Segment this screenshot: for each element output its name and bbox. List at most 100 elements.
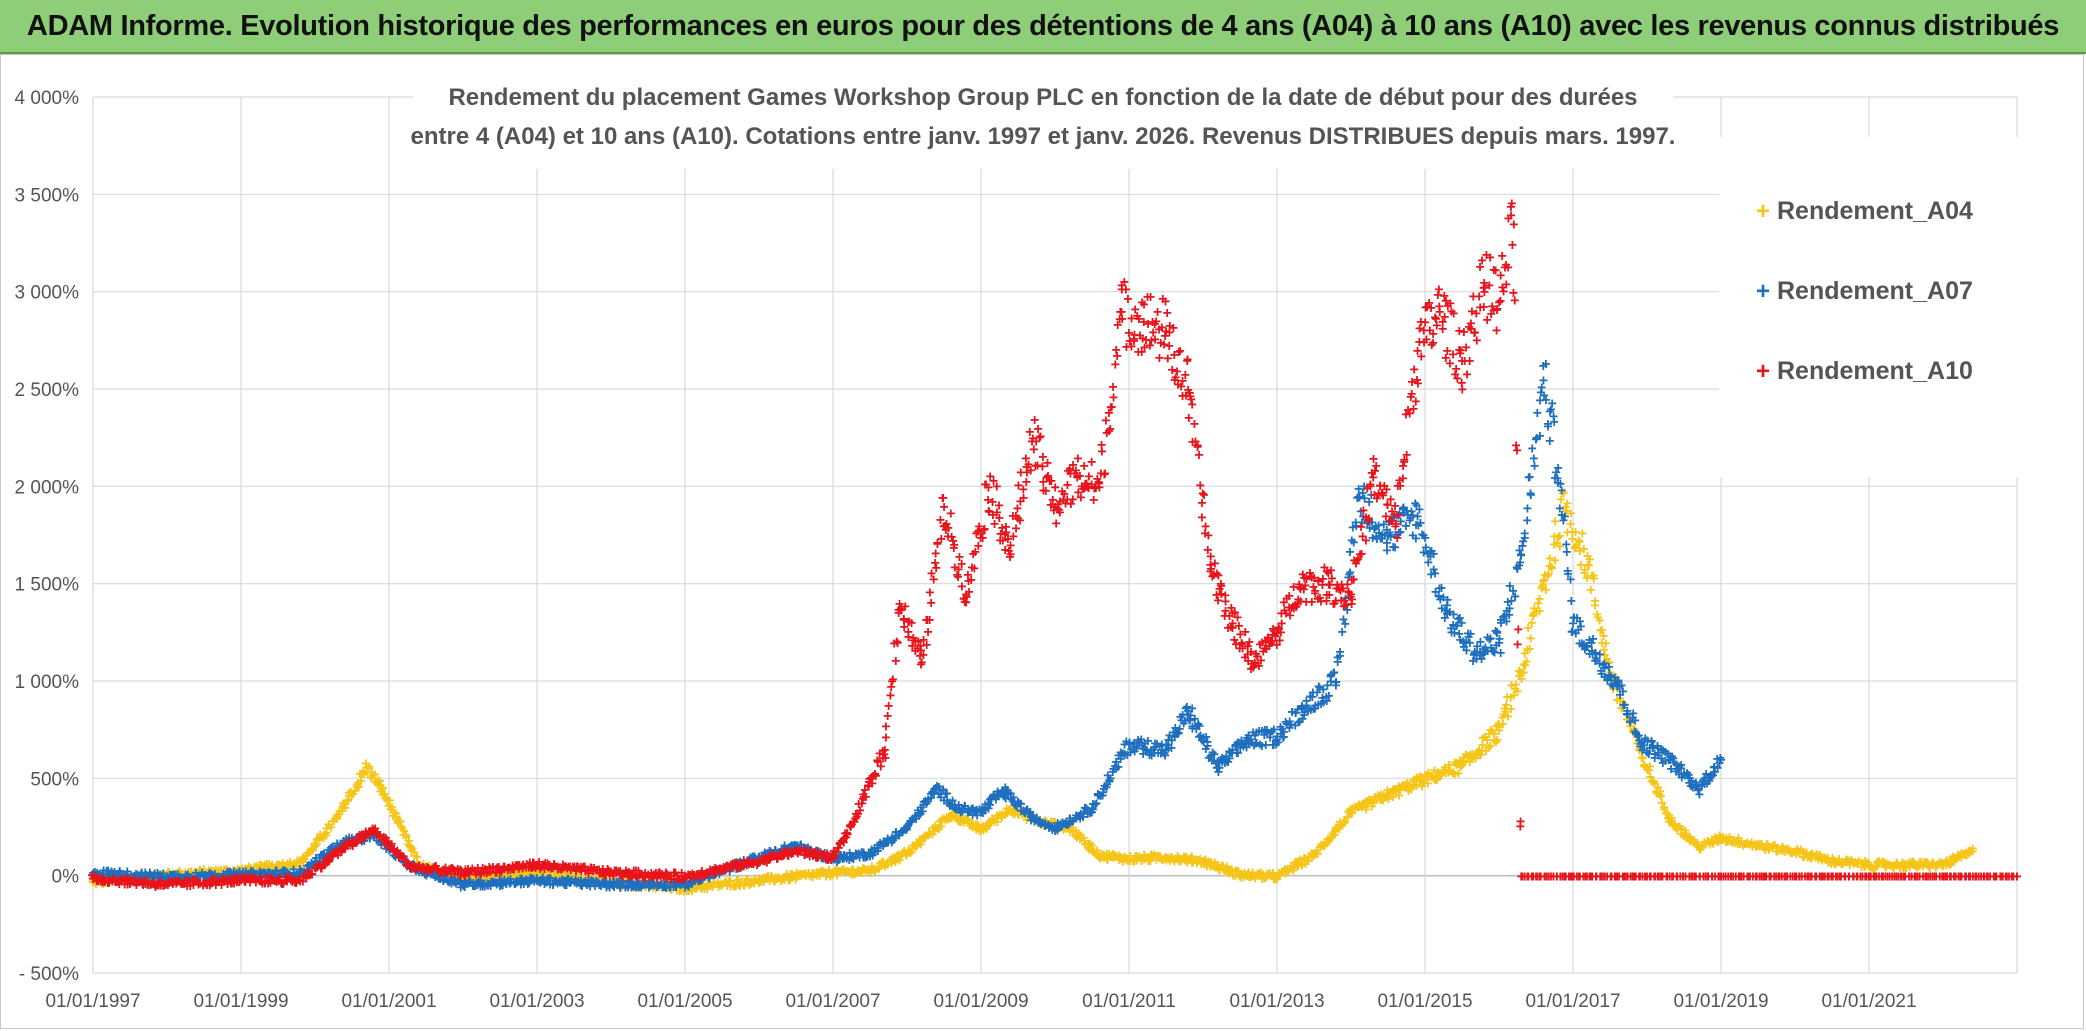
- data-point: +: [173, 865, 182, 882]
- data-point: +: [367, 765, 376, 782]
- data-point: +: [250, 859, 259, 876]
- data-point: +: [127, 869, 136, 886]
- data-point: +: [317, 829, 326, 846]
- data-point: +: [338, 795, 347, 812]
- data-point: +: [124, 869, 133, 886]
- data-point: +: [89, 874, 98, 891]
- data-point: +: [346, 784, 355, 801]
- data-point: +: [255, 859, 264, 876]
- data-point: +: [1508, 237, 1517, 254]
- data-point: +: [1753, 838, 1762, 855]
- data-point: +: [199, 861, 208, 878]
- data-point: +: [155, 866, 164, 883]
- data-point: +: [233, 861, 242, 878]
- data-point: +: [119, 873, 128, 890]
- data-point: +: [352, 777, 361, 794]
- data-point: +: [319, 830, 328, 847]
- data-point: +: [236, 862, 245, 879]
- data-point: +: [1517, 547, 1526, 564]
- data-point: +: [246, 860, 255, 877]
- data-point: +: [371, 775, 380, 792]
- data-point: +: [289, 859, 298, 876]
- data-point: +: [141, 872, 150, 889]
- data-point: +: [271, 862, 280, 879]
- data-point: +: [194, 864, 203, 881]
- data-point: +: [382, 791, 391, 808]
- data-point: +: [1522, 512, 1531, 529]
- data-point: +: [159, 866, 168, 883]
- data-point: +: [121, 873, 130, 890]
- data-point: +: [249, 862, 258, 879]
- data-point: +: [754, 873, 763, 890]
- data-point: +: [255, 859, 264, 876]
- data-point: +: [387, 799, 396, 816]
- data-point: +: [113, 871, 122, 888]
- data-point: +: [102, 871, 111, 888]
- data-point: +: [1457, 758, 1466, 775]
- data-point: +: [252, 859, 261, 876]
- data-point: +: [1510, 589, 1519, 606]
- data-point: +: [209, 864, 218, 881]
- data-point: +: [88, 873, 97, 890]
- data-point: +: [362, 760, 371, 777]
- data-point: +: [188, 868, 197, 885]
- data-point: +: [1578, 526, 1587, 543]
- data-point: +: [1124, 736, 1133, 753]
- data-point: +: [1272, 729, 1281, 746]
- data-point: +: [92, 872, 101, 889]
- data-point: +: [1554, 460, 1563, 477]
- data-point: +: [118, 872, 127, 889]
- data-point: +: [290, 859, 299, 876]
- data-point: +: [182, 867, 191, 884]
- data-point: +: [240, 860, 249, 877]
- data-point: +: [1968, 843, 1977, 860]
- data-point: +: [1530, 458, 1539, 475]
- data-point: +: [306, 843, 315, 860]
- data-point: +: [145, 870, 154, 887]
- data-point: +: [1161, 849, 1170, 866]
- data-point: +: [1541, 356, 1550, 373]
- data-point: +: [243, 861, 252, 878]
- data-point: +: [102, 870, 111, 887]
- data-point: +: [1413, 375, 1422, 392]
- data-point: +: [246, 861, 255, 878]
- data-point: +: [902, 845, 911, 862]
- data-point: +: [1790, 843, 1799, 860]
- data-point: +: [1513, 637, 1522, 654]
- data-point: +: [132, 873, 141, 890]
- data-point: +: [93, 873, 102, 890]
- data-point: +: [347, 786, 356, 803]
- data-point: +: [373, 775, 382, 792]
- data-point: +: [302, 848, 311, 865]
- data-point: +: [124, 871, 133, 888]
- data-point: +: [186, 864, 195, 881]
- series-Rendement_A04: ++++++++++++++++++++++++++++++++++++++++…: [88, 485, 1977, 901]
- data-point: +: [1550, 414, 1559, 431]
- data-point: +: [268, 857, 277, 874]
- data-point: +: [1694, 781, 1703, 798]
- data-point: +: [312, 832, 321, 849]
- data-point: +: [1184, 703, 1193, 720]
- data-point: +: [272, 857, 281, 874]
- data-point: +: [262, 856, 271, 873]
- data-point: +: [1507, 196, 1516, 213]
- data-point: +: [1413, 509, 1422, 526]
- data-point: +: [329, 813, 338, 830]
- data-point: +: [1124, 851, 1133, 868]
- banner-title: ADAM Informe. Evolution historique des p…: [27, 10, 2059, 43]
- data-point: +: [105, 875, 114, 892]
- data-point: +: [308, 841, 317, 858]
- data-point: +: [281, 860, 290, 877]
- data-point: +: [105, 874, 114, 891]
- data-point: +: [235, 864, 244, 881]
- data-point: +: [382, 793, 391, 810]
- data-point: +: [282, 857, 291, 874]
- data-point: +: [1716, 752, 1725, 769]
- data-point: +: [160, 869, 169, 886]
- data-point: +: [149, 869, 158, 886]
- data-point: +: [138, 871, 147, 888]
- data-point: +: [299, 854, 308, 871]
- data-point: +: [329, 813, 338, 830]
- data-point: +: [1335, 648, 1344, 665]
- data-point: +: [167, 867, 176, 884]
